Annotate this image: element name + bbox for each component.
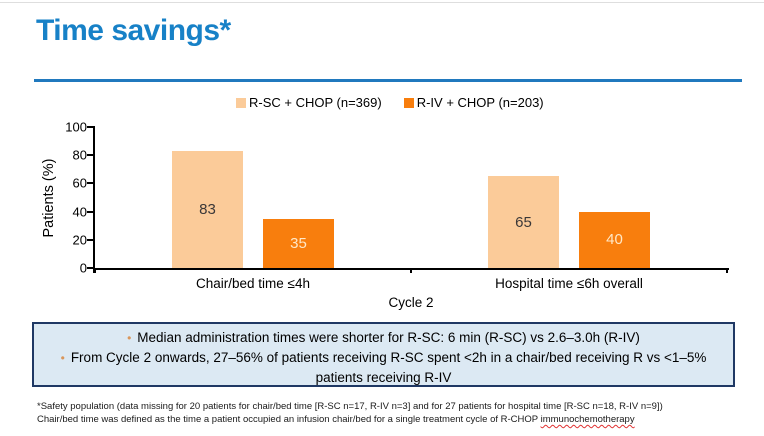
page-title: Time savings* <box>36 14 231 47</box>
legend-label: R-IV + CHOP (n=203) <box>416 95 544 110</box>
bullet-item: • Median administration times were shorte… <box>34 328 733 348</box>
category-label: Chair/bed time ≤4h <box>196 276 310 291</box>
category-label: Hospital time ≤6h overall <box>495 276 643 291</box>
bar-value-label: 83 <box>199 200 216 218</box>
bar: 40 <box>579 211 650 268</box>
y-tick-label: 0 <box>79 260 87 276</box>
bar: 83 <box>172 150 243 268</box>
legend-swatch-icon <box>236 97 246 108</box>
x-tick-mark <box>410 268 412 273</box>
footnote-line-2-text: Chair/bed time was defined as the time a… <box>37 414 541 425</box>
x-axis-title: Cycle 2 <box>388 295 434 310</box>
y-tick-label: 60 <box>72 175 87 191</box>
y-axis-title: Patients (%) <box>41 158 57 237</box>
bullet-item: • From Cycle 2 onwards, 27–56% of patient… <box>58 348 710 387</box>
title-divider <box>34 79 742 82</box>
legend-item: R-IV + CHOP (n=203) <box>403 95 544 110</box>
bar: 65 <box>488 176 559 268</box>
bullet-text: From Cycle 2 onwards, 27–56% of patients… <box>70 350 707 385</box>
y-tick-mark <box>87 210 93 213</box>
footnote-line-1: *Safety population (data missing for 20 … <box>37 401 663 412</box>
x-tick-mark <box>726 268 728 273</box>
y-tick-mark <box>87 126 93 128</box>
legend-label: R-SC + CHOP (n=369) <box>249 95 382 110</box>
bar-value-label: 40 <box>606 231 623 249</box>
bullet-text: Median administration times were shorter… <box>137 330 640 345</box>
bar: 35 <box>263 218 334 268</box>
bar-value-label: 35 <box>290 234 307 252</box>
y-tick-mark <box>87 182 93 185</box>
y-tick-label: 100 <box>65 119 87 135</box>
spellcheck-flagged-word: immunochemotherapy <box>540 414 635 425</box>
summary-box: • Median administration times were shorte… <box>32 322 735 387</box>
y-tick-label: 80 <box>72 147 87 163</box>
legend-swatch-icon <box>403 97 414 108</box>
footnotes: *Safety population (data missing for 20 … <box>37 400 737 426</box>
top-divider <box>0 2 764 3</box>
y-axis-line <box>93 126 95 273</box>
bullet-icon: • <box>60 351 65 365</box>
y-tick-mark <box>87 267 93 269</box>
y-tick-label: 20 <box>72 232 87 248</box>
y-tick-mark <box>87 154 93 157</box>
y-tick-mark <box>87 238 93 241</box>
bullet-icon: • <box>127 331 132 345</box>
y-tick-label: 40 <box>72 204 87 220</box>
footnote-line-2: Chair/bed time was defined as the time a… <box>37 413 737 426</box>
chart-legend: R-SC + CHOP (n=369) R-IV + CHOP (n=203) <box>236 95 544 110</box>
plot-area: Patients (%) Cycle 2 0 20 40 60 80 100 83 35 Cha… <box>41 120 729 310</box>
bar-value-label: 65 <box>515 213 532 231</box>
legend-item: R-SC + CHOP (n=369) <box>236 95 382 110</box>
x-tick-mark <box>94 268 96 273</box>
